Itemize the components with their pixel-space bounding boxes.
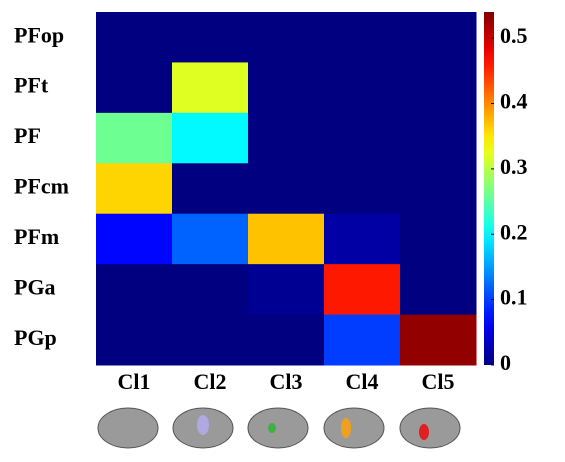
colorbar-tick-label: 0.2 — [500, 219, 528, 244]
heatmap-cell — [96, 315, 173, 366]
heatmap-cell — [96, 163, 173, 214]
heatmap-cell — [96, 264, 173, 315]
colorbar-tick-label: 0.3 — [500, 154, 528, 179]
heatmap-cell — [400, 214, 477, 265]
heatmap-cell — [324, 214, 401, 265]
heatmap-cell — [324, 62, 401, 113]
heatmap-cell — [172, 214, 249, 265]
heatmap-cell — [172, 315, 249, 366]
heatmap-cell — [172, 113, 249, 164]
y-tick-label: PFm — [14, 224, 59, 249]
heatmap-cell — [172, 264, 249, 315]
heatmap-cell — [96, 62, 173, 113]
heatmap-cell — [400, 163, 477, 214]
x-tick-label: Cl2 — [194, 369, 227, 394]
colorbar-tick-label: 0 — [500, 350, 511, 375]
heatmap-cell — [400, 315, 477, 366]
colorbar-tick-label: 0.5 — [500, 23, 528, 48]
colorbar-tick-label: 0.4 — [500, 89, 528, 114]
heatmap-cell — [96, 113, 173, 164]
heatmap-cell — [324, 12, 401, 63]
y-tick-label: PF — [14, 123, 41, 148]
y-tick-label: PFcm — [14, 174, 69, 199]
heatmap-cell — [248, 163, 325, 214]
colorbar-tick-label: 0.1 — [500, 285, 528, 310]
y-tick-label: PFop — [14, 22, 64, 47]
heatmap-cell — [96, 12, 173, 63]
x-tick-label: Cl5 — [422, 369, 455, 394]
chart: PFop PFt PF PFcm PFm PGa PGp Cl1 Cl2 Cl3 Cl4 Cl5 0 0.… — [0, 0, 565, 457]
heatmap-cell — [248, 12, 325, 63]
heatmap-cell — [172, 12, 249, 63]
heatmap-cell — [248, 214, 325, 265]
heatmap-cell — [324, 163, 401, 214]
heatmap-cell — [400, 264, 477, 315]
x-tick-label: Cl1 — [118, 369, 151, 394]
heatmap-cell — [172, 62, 249, 113]
y-tick-label: PGa — [14, 274, 56, 299]
heatmap-cell — [248, 62, 325, 113]
heatmap-cell — [248, 113, 325, 164]
x-tick-label: Cl4 — [346, 369, 379, 394]
heatmap-cell — [172, 163, 249, 214]
heatmap-cell — [400, 62, 477, 113]
heatmap-cell — [96, 214, 173, 265]
heatmap-cell — [324, 113, 401, 164]
heatmap-cell — [324, 315, 401, 366]
heatmap-cell — [248, 264, 325, 315]
x-tick-label: Cl3 — [270, 369, 303, 394]
heatmap-cell — [400, 12, 477, 63]
heatmap-cell — [400, 113, 477, 164]
y-tick-label: PGp — [14, 325, 57, 350]
heatmap-cell — [324, 264, 401, 315]
heatmap-cell — [248, 315, 325, 366]
y-tick-label: PFt — [14, 73, 49, 98]
brain-icons — [98, 408, 460, 448]
colorbar — [484, 12, 494, 365]
